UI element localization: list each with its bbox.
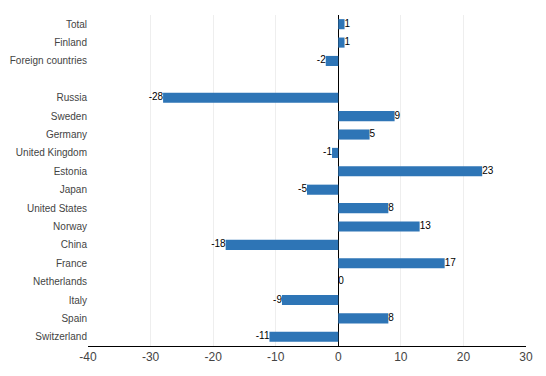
svg-text:1: 1 xyxy=(345,18,351,29)
svg-text:-1: -1 xyxy=(323,146,332,157)
svg-text:1: 1 xyxy=(345,36,351,47)
svg-text:United Kingdom: United Kingdom xyxy=(16,147,87,158)
svg-text:9: 9 xyxy=(395,110,401,121)
svg-text:Germany: Germany xyxy=(46,129,87,140)
svg-text:30: 30 xyxy=(519,350,533,364)
svg-text:Russia: Russia xyxy=(56,92,87,103)
svg-text:Netherlands: Netherlands xyxy=(33,276,87,287)
svg-text:Sweden: Sweden xyxy=(51,111,87,122)
svg-text:8: 8 xyxy=(388,202,394,213)
svg-text:-5: -5 xyxy=(298,183,307,194)
svg-text:Japan: Japan xyxy=(60,184,87,195)
svg-text:13: 13 xyxy=(420,220,432,231)
svg-text:-28: -28 xyxy=(149,91,164,102)
svg-text:-2: -2 xyxy=(317,54,326,65)
svg-text:-40: -40 xyxy=(79,350,97,364)
svg-text:20: 20 xyxy=(457,350,471,364)
svg-text:United States: United States xyxy=(27,203,87,214)
svg-text:-20: -20 xyxy=(204,350,222,364)
svg-text:China: China xyxy=(61,239,88,250)
svg-text:5: 5 xyxy=(370,128,376,139)
svg-text:Total: Total xyxy=(66,19,87,30)
svg-text:Italy: Italy xyxy=(69,295,87,306)
svg-text:-10: -10 xyxy=(267,350,285,364)
svg-text:Estonia: Estonia xyxy=(54,166,88,177)
svg-text:0: 0 xyxy=(338,275,344,286)
svg-text:France: France xyxy=(56,258,88,269)
svg-text:Finland: Finland xyxy=(54,37,87,48)
svg-text:23: 23 xyxy=(482,165,494,176)
svg-text:8: 8 xyxy=(388,312,394,323)
svg-text:0: 0 xyxy=(335,350,342,364)
svg-text:-11: -11 xyxy=(256,330,270,341)
svg-text:Switzerland: Switzerland xyxy=(35,331,87,342)
svg-text:-18: -18 xyxy=(211,238,226,249)
svg-text:-9: -9 xyxy=(273,294,282,305)
svg-text:Norway: Norway xyxy=(53,221,87,232)
svg-text:17: 17 xyxy=(445,257,457,268)
svg-text:-30: -30 xyxy=(142,350,160,364)
svg-text:Spain: Spain xyxy=(61,313,87,324)
svg-text:10: 10 xyxy=(394,350,408,364)
svg-text:Foreign countries: Foreign countries xyxy=(10,55,87,66)
